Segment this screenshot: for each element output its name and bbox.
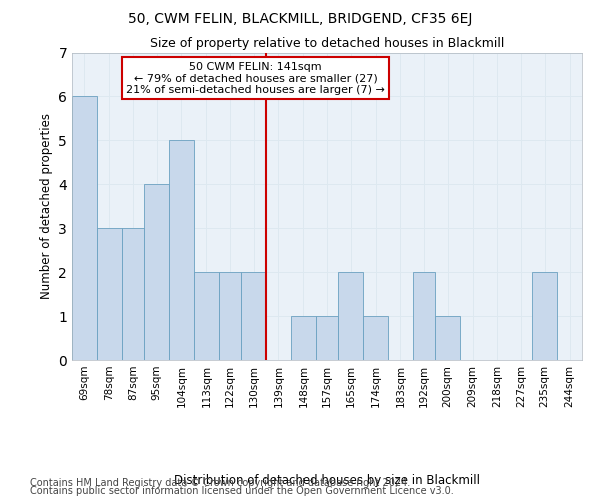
Bar [291, 316, 316, 360]
Bar [169, 140, 194, 360]
Bar [316, 316, 338, 360]
Bar [413, 272, 435, 360]
X-axis label: Distribution of detached houses by size in Blackmill: Distribution of detached houses by size … [174, 474, 480, 486]
Bar [144, 184, 169, 360]
Bar [97, 228, 122, 360]
Bar [122, 228, 144, 360]
Bar [532, 272, 557, 360]
Bar [435, 316, 460, 360]
Bar [338, 272, 363, 360]
Text: 50, CWM FELIN, BLACKMILL, BRIDGEND, CF35 6EJ: 50, CWM FELIN, BLACKMILL, BRIDGEND, CF35… [128, 12, 472, 26]
Title: Size of property relative to detached houses in Blackmill: Size of property relative to detached ho… [150, 37, 504, 50]
Text: Contains public sector information licensed under the Open Government Licence v3: Contains public sector information licen… [30, 486, 454, 496]
Bar [241, 272, 266, 360]
Y-axis label: Number of detached properties: Number of detached properties [40, 114, 53, 299]
Bar [194, 272, 219, 360]
Bar [219, 272, 241, 360]
Text: 50 CWM FELIN: 141sqm
← 79% of detached houses are smaller (27)
21% of semi-detac: 50 CWM FELIN: 141sqm ← 79% of detached h… [126, 62, 385, 95]
Text: Contains HM Land Registry data © Crown copyright and database right 2024.: Contains HM Land Registry data © Crown c… [30, 478, 410, 488]
Bar [72, 96, 97, 360]
Bar [363, 316, 388, 360]
